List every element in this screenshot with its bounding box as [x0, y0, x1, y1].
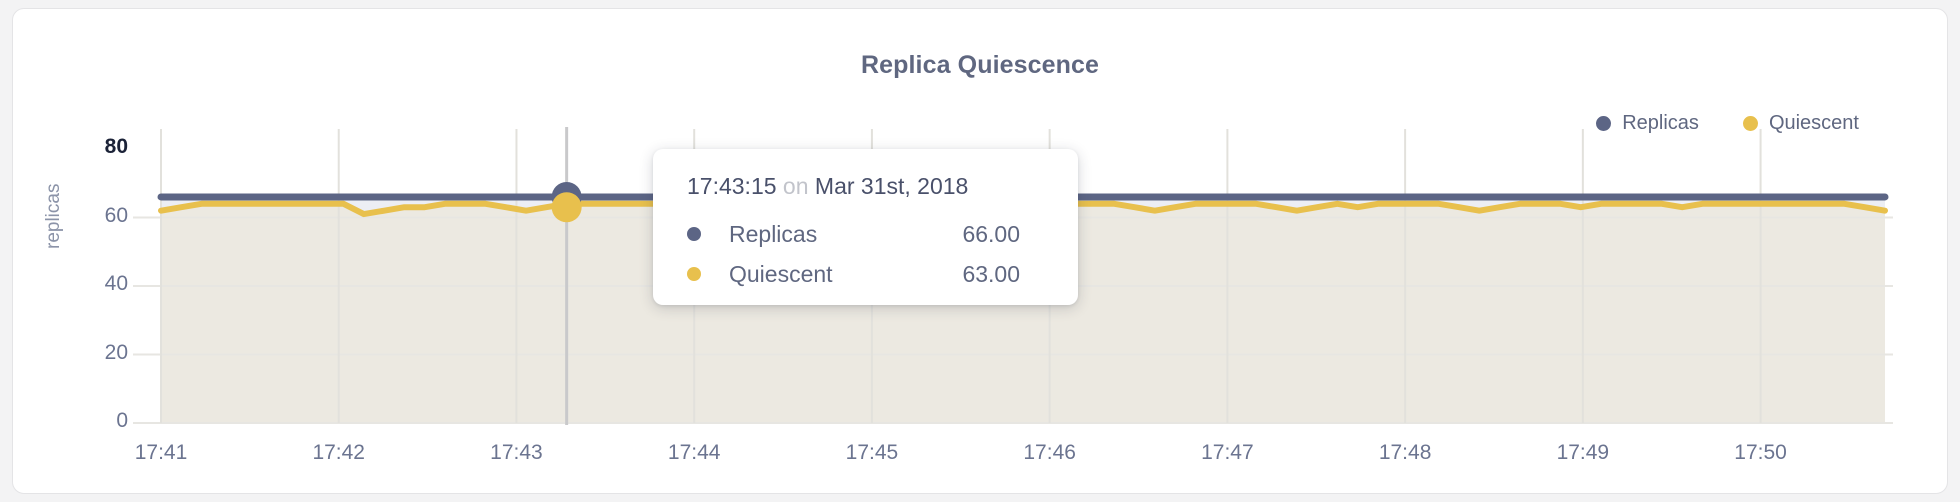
y-axis-tick-label: 80 [104, 135, 128, 158]
y-axis-tick-label: 20 [104, 340, 128, 364]
chart-card: Replica Quiescence Replicas Quiescent re… [12, 8, 1948, 494]
x-axis-tick-label: 17:45 [845, 441, 899, 464]
tooltip-on-word: on [782, 173, 809, 199]
tooltip-row-quiescent: Quiescent 63.00 [687, 254, 1044, 294]
x-axis-tick-label: 17:50 [1734, 441, 1787, 464]
x-axis-tick-label: 17:42 [312, 441, 365, 464]
tooltip-dot-icon [687, 267, 701, 281]
x-axis-tick-label: 17:44 [667, 441, 721, 464]
tooltip-date: Mar 31st, 2018 [814, 173, 969, 199]
legend-dot-icon [1742, 116, 1758, 131]
tooltip-dot-icon [687, 227, 701, 241]
x-axis-tick-label: 17:46 [1023, 441, 1076, 464]
chart-legend: Replicas Quiescent [1596, 112, 1859, 135]
tooltip-row-replicas: Replicas 66.00 [687, 214, 1044, 254]
legend-item-replicas[interactable]: Replicas [1596, 112, 1699, 135]
x-axis-tick-label: 17:47 [1201, 441, 1254, 464]
page-title: Replica Quiescence [860, 51, 1100, 79]
tooltip-series-value: 63.00 [962, 260, 1020, 287]
tooltip-series-label: Replicas [729, 220, 818, 247]
legend-item-quiescent[interactable]: Quiescent [1742, 112, 1859, 135]
tooltip-header: 17:43:15 on Mar 31st, 2018 [687, 173, 1044, 200]
x-axis-tick-label: 17:43 [490, 441, 543, 464]
y-axis-title: replicas [43, 183, 64, 249]
y-axis-tick-label: 60 [104, 203, 128, 227]
y-axis-tick-label: 40 [104, 272, 128, 295]
legend-label: Replicas [1622, 112, 1699, 134]
plot-area[interactable]: replicas 0 20 40 60 80 17:41 17:42 17:43 17:44 1… [13, 9, 1949, 495]
tooltip-series-value: 66.00 [962, 220, 1020, 247]
y-axis-tick-label: 0 [116, 409, 128, 432]
chart-tooltip: 17:43:15 on Mar 31st, 2018 Replicas 66.0… [653, 149, 1078, 305]
x-axis-tick-label: 17:48 [1378, 441, 1432, 464]
x-axis-tick-label: 17:41 [134, 441, 188, 464]
legend-label: Quiescent [1768, 112, 1859, 134]
chart-svg [133, 127, 1893, 425]
tooltip-series-label: Quiescent [729, 260, 833, 287]
legend-dot-icon [1596, 116, 1612, 131]
tooltip-time: 17:43:15 [687, 173, 777, 199]
x-axis-tick-label: 17:49 [1556, 441, 1610, 464]
